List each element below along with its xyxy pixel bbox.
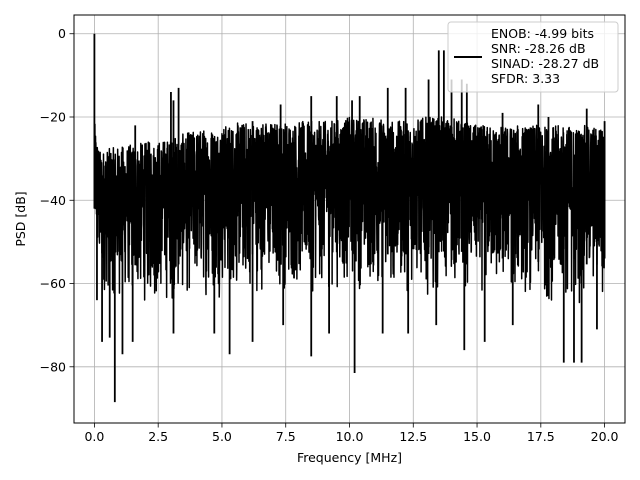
x-tick-label: 5.0 xyxy=(212,429,232,444)
y-tick-label: −60 xyxy=(40,276,66,291)
x-tick-label: 17.5 xyxy=(527,429,555,444)
legend-entry: SINAD: -28.27 dB xyxy=(491,56,599,71)
y-tick-label: 0 xyxy=(58,26,66,41)
x-axis-label: Frequency [MHz] xyxy=(297,450,402,465)
y-tick-label: −20 xyxy=(40,110,66,125)
x-tick-label: 2.5 xyxy=(148,429,168,444)
x-tick-label: 20.0 xyxy=(591,429,619,444)
y-axis-label: PSD [dB] xyxy=(13,191,28,246)
x-tick-label: 15.0 xyxy=(463,429,491,444)
x-tick-label: 0.0 xyxy=(84,429,104,444)
y-tick-label: −80 xyxy=(40,359,66,374)
y-tick-label: −40 xyxy=(40,193,66,208)
legend-entry: SFDR: 3.33 xyxy=(491,71,560,86)
y-axis: 0 −20 −40 −60 −80 xyxy=(40,26,74,374)
series-layer xyxy=(93,33,606,403)
x-axis: 0.0 2.5 5.0 7.5 10.0 12.5 15.0 17.5 20.0 xyxy=(84,423,619,444)
legend-entry: SNR: -28.26 dB xyxy=(491,41,586,56)
psd-series xyxy=(93,33,606,403)
x-tick-label: 12.5 xyxy=(399,429,427,444)
x-tick-label: 10.0 xyxy=(336,429,364,444)
x-tick-label: 7.5 xyxy=(276,429,296,444)
legend-box xyxy=(447,21,619,93)
legend-entry: ENOB: -4.99 bits xyxy=(491,26,594,41)
